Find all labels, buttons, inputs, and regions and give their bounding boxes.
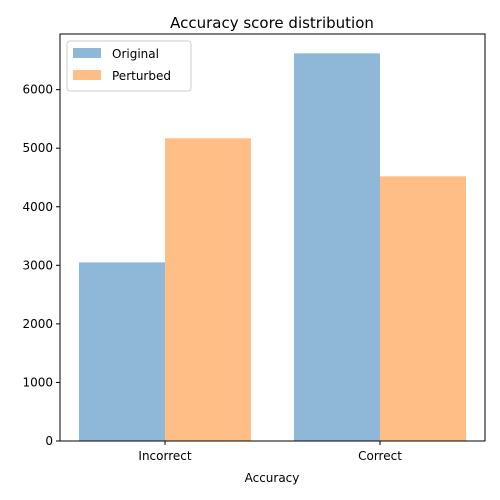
bar-original-correct bbox=[294, 53, 380, 441]
y-tick-label: 1000 bbox=[22, 375, 53, 389]
plot-frame bbox=[59, 33, 486, 442]
x-axis-label: Accuracy bbox=[245, 471, 300, 485]
y-tick-label: 0 bbox=[45, 434, 53, 448]
legend-swatch-original bbox=[73, 48, 101, 58]
bars-layer bbox=[79, 53, 466, 442]
bar-perturbed-correct bbox=[380, 176, 466, 442]
y-axis: 0 1000 2000 3000 4000 5000 6000 bbox=[22, 83, 60, 448]
x-tick-label: Correct bbox=[358, 449, 402, 463]
x-tick-label: Incorrect bbox=[138, 449, 191, 463]
x-axis: Incorrect Correct bbox=[138, 441, 402, 463]
y-tick-label: 5000 bbox=[22, 141, 53, 155]
y-tick-label: 2000 bbox=[22, 317, 53, 331]
y-tick-label: 4000 bbox=[22, 200, 53, 214]
legend: Original Perturbed bbox=[66, 40, 192, 92]
y-tick-label: 6000 bbox=[22, 83, 53, 97]
legend-label-perturbed: Perturbed bbox=[112, 69, 171, 83]
bar-original-incorrect bbox=[79, 262, 165, 441]
y-tick-label: 3000 bbox=[22, 258, 53, 272]
legend-label-original: Original bbox=[112, 47, 159, 61]
bar-perturbed-incorrect bbox=[165, 138, 251, 442]
chart-title: Accuracy score distribution bbox=[170, 14, 374, 32]
legend-swatch-perturbed bbox=[73, 70, 101, 80]
